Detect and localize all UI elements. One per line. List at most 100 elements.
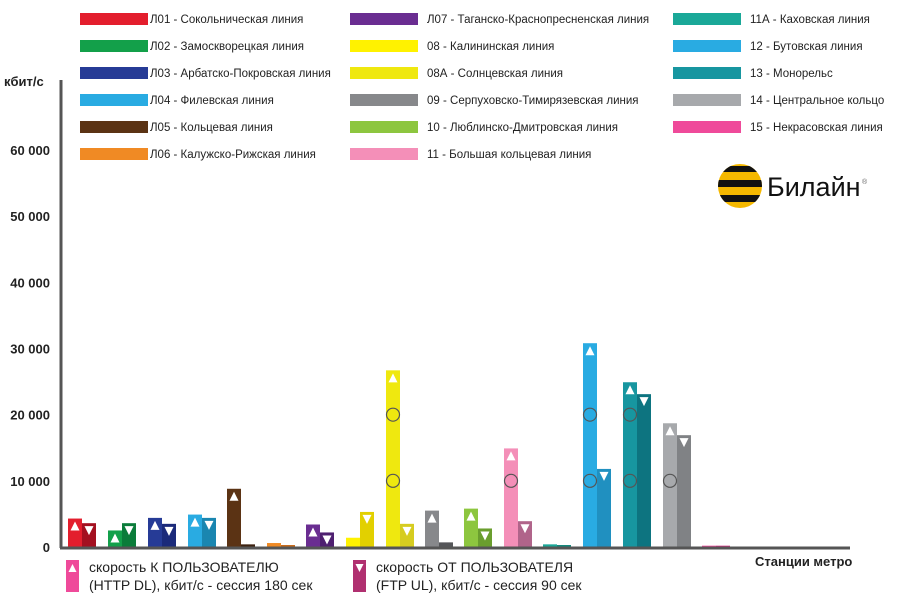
legend-label: Л03 - Арбатско-Покровская линия (150, 68, 331, 80)
triangle-up-icon (229, 491, 239, 501)
triangle-up-icon (625, 385, 635, 395)
legend-swatch (673, 13, 741, 25)
bar-group (582, 343, 611, 547)
bar-ul (241, 544, 255, 547)
triangle-down-icon (204, 520, 214, 530)
bar-group (543, 544, 571, 547)
bar-group (188, 514, 216, 547)
bar-ul (557, 545, 571, 547)
bar-group (464, 508, 492, 547)
bar-group (425, 510, 453, 547)
bar-group (622, 382, 651, 547)
legend-dl-line2: (HTTP DL), кбит/с - сессия 180 сек (89, 577, 313, 593)
legend-swatch (350, 13, 418, 25)
triangle-down-icon (599, 471, 609, 481)
bar-group (68, 518, 96, 547)
bar-ul (637, 394, 651, 547)
bar-ul (716, 545, 730, 547)
bar-ul (677, 435, 691, 547)
triangle-down-icon (84, 526, 94, 536)
legend-label: 10 - Люблинско-Дмитровская линия (427, 122, 618, 134)
legend-ul: скорость ОТ ПОЛЬЗОВАТЕЛЯ (FTP UL), кбит/… (353, 559, 582, 593)
bar-dl (425, 510, 439, 547)
legend-label: Л04 - Филевская линия (150, 95, 274, 107)
triangle-up-icon (585, 346, 595, 356)
bar-dl (188, 514, 202, 547)
legend-swatch (80, 13, 148, 25)
triangle-up-icon (110, 533, 120, 543)
legend-ul-swatch (353, 560, 366, 592)
legend-label: 12 - Бутовская линия (750, 41, 863, 53)
bar-ul (597, 468, 611, 547)
legend-swatch (673, 67, 741, 79)
legend-swatch (350, 121, 418, 133)
bar-dl (267, 543, 281, 547)
logo-text: Билайн (767, 172, 861, 202)
bar-dl (148, 517, 162, 547)
legend-label: 13 - Монорельс (750, 68, 833, 80)
legend-label: Л07 - Таганско-Краснопресненская линия (427, 14, 649, 26)
beeline-ball-icon (718, 164, 762, 208)
bar-group (503, 448, 532, 547)
bar-dl (504, 448, 518, 547)
triangle-up-icon (70, 521, 80, 531)
legend-swatch (350, 94, 418, 106)
legend-dl: скорость К ПОЛЬЗОВАТЕЛЮ (HTTP DL), кбит/… (66, 559, 313, 593)
legend-swatch (673, 94, 741, 106)
triangle-down-icon (679, 438, 689, 448)
triangle-down-icon (402, 526, 412, 536)
legend-label: 11А - Каховская линия (750, 14, 870, 26)
bar-dl (464, 508, 478, 547)
legend-dl-line1: скорость К ПОЛЬЗОВАТЕЛЮ (89, 559, 279, 575)
x-axis-title: Станции метро (755, 554, 852, 569)
bar-group (385, 370, 414, 547)
bar-dl (663, 423, 677, 547)
level-marker (662, 473, 678, 488)
legend-swatch (350, 40, 418, 52)
triangle-up-icon (388, 373, 398, 383)
beeline-logo: Билайн ® (718, 164, 868, 208)
bar-dl (583, 343, 597, 547)
triangle-up-icon (506, 451, 516, 461)
bar-group (346, 511, 374, 547)
triangle-up-icon (150, 520, 160, 530)
legend-swatch (80, 121, 148, 133)
y-tick-label: 20 000 (10, 408, 50, 423)
y-tick-label: 40 000 (10, 275, 50, 290)
legend-label: 08 - Калининская линия (427, 41, 554, 53)
legend-dl-swatch (66, 560, 79, 592)
bar-dl (702, 545, 716, 547)
y-axis-ticks: 0 10 000 20 000 30 000 40 000 50 000 60 000 (10, 143, 50, 555)
bar-group (662, 423, 691, 547)
legend-swatch (80, 94, 148, 106)
y-tick-label: 0 (43, 540, 50, 555)
bar-dl (623, 382, 637, 547)
bar-group (148, 517, 176, 547)
bars (68, 343, 730, 547)
bar-dl (543, 544, 557, 547)
bar-dl (386, 370, 400, 547)
legend-swatch (80, 67, 148, 79)
legend-label: Л05 - Кольцевая линия (150, 122, 273, 134)
legend-label: 08А - Солнцевская линия (427, 68, 563, 80)
triangle-up-icon (308, 527, 318, 537)
bar-ul (202, 517, 216, 547)
triangle-down-icon (520, 524, 530, 534)
legend-label: 15 - Некрасовская линия (750, 122, 883, 134)
legend-swatch (350, 67, 418, 79)
y-tick-label: 30 000 (10, 342, 50, 357)
logo-registered: ® (862, 178, 868, 186)
triangle-up-icon (466, 511, 476, 521)
bar-ul (439, 542, 453, 547)
legend-label: Л06 - Калужско-Рижская линия (150, 149, 316, 161)
bar-dl (227, 488, 241, 547)
level-marker (582, 407, 598, 422)
y-tick-label: 60 000 (10, 143, 50, 158)
legend-label: Л02 - Замоскворецкая линия (150, 41, 304, 53)
y-axis-title: кбит/с (4, 74, 44, 89)
bar-ul (518, 521, 532, 547)
legend-ul-line2: (FTP UL), кбит/с - сессия 90 сек (376, 577, 582, 593)
triangle-down-icon (362, 514, 372, 524)
